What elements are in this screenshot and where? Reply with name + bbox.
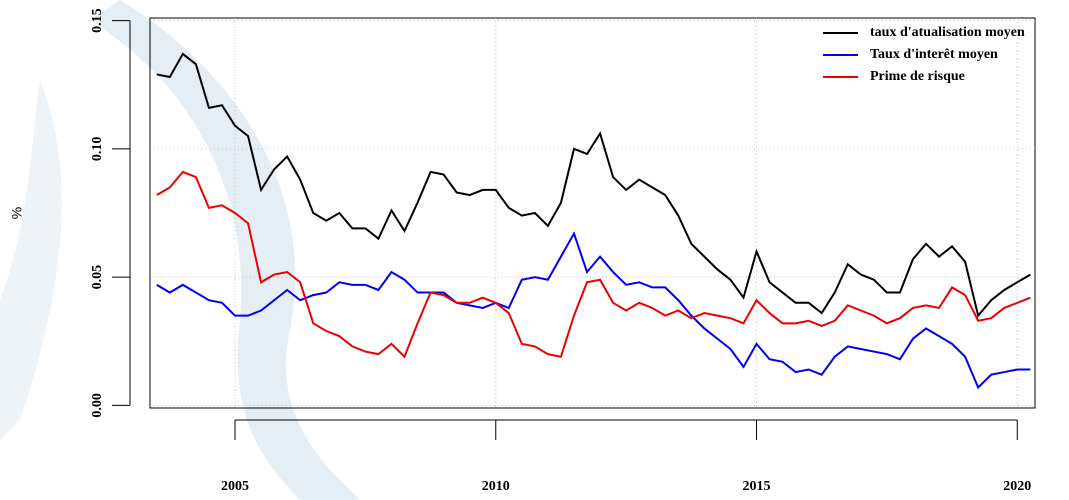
y-tick-label: 0.10 (90, 137, 105, 162)
series-line (156, 52, 1031, 318)
x-tick-label: 2020 (1003, 479, 1031, 494)
watermark (0, 80, 62, 440)
watermark (90, 0, 360, 500)
y-tick-label: 0.15 (90, 8, 105, 32)
legend-label: Prime de risque (870, 69, 965, 84)
y-tick-label: 0.05 (90, 265, 105, 290)
plot-frame (149, 17, 1036, 409)
y-axis-label: % (9, 207, 25, 219)
x-tick-label: 2015 (743, 479, 771, 494)
legend-label: Taux d'interêt moyen (870, 47, 998, 62)
y-tick-label: 0.00 (90, 393, 105, 418)
series-line (156, 231, 1031, 390)
series-line (156, 170, 1031, 359)
x-tick-label: 2005 (221, 479, 249, 494)
legend-label: taux d'atualisation moyen (870, 25, 1025, 40)
x-tick-label: 2010 (482, 479, 510, 494)
